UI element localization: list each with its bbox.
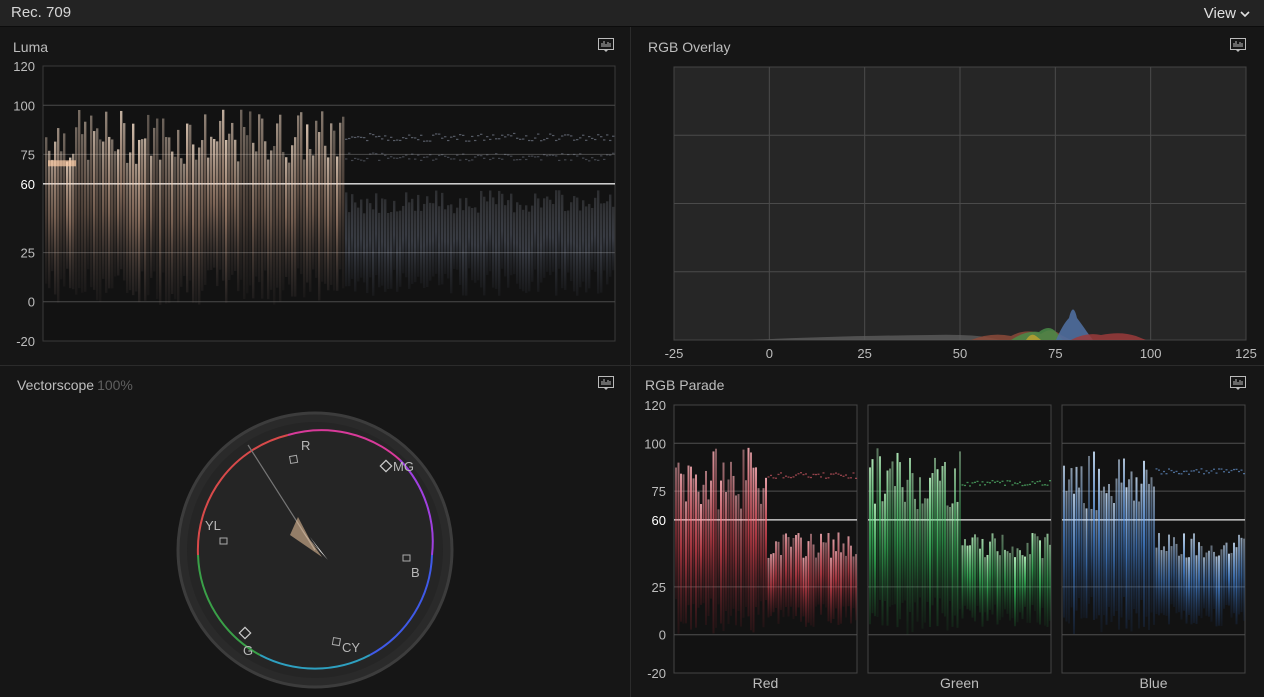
luma-waveform: 120 100 75 60 25 0 -20 [13, 59, 616, 349]
overlay-histogram-traces [751, 309, 1146, 340]
luma-tick-label: 25 [21, 246, 35, 261]
parade-tick-label: 120 [644, 398, 666, 413]
vectorscope-graticule: R MG YL B G CY [176, 411, 454, 689]
parade-tick-label: 100 [644, 436, 666, 451]
vectorscope-trace [290, 517, 328, 560]
parade-channel-label: Red [753, 675, 779, 691]
parade-tick-label: -20 [647, 666, 666, 681]
overlay-tick-label: 75 [1048, 346, 1062, 361]
luma-tick-label: -20 [16, 334, 35, 349]
luma-tick-label: 75 [21, 147, 35, 162]
luma-tick-label: 0 [28, 295, 35, 310]
parade-tick-label: 60 [652, 513, 666, 528]
parade-tick-label: 75 [652, 484, 666, 499]
target-label-cy: CY [342, 640, 360, 655]
scope-settings-icon[interactable] [598, 376, 614, 390]
rgb-overlay-histogram: -25 0 25 50 75 100 125 [665, 66, 1257, 361]
vectorscope-title-row: Vectorscope 100% [17, 377, 133, 393]
target-label-b: B [411, 565, 420, 580]
scope-settings-icon[interactable] [1230, 38, 1246, 52]
scope-settings-icon[interactable] [598, 38, 614, 52]
color-space-label: Rec. 709 [11, 4, 72, 21]
overlay-tick-label: 100 [1140, 346, 1162, 361]
target-label-g: G [243, 643, 253, 658]
luma-title: Luma [13, 39, 49, 55]
overlay-tick-label: 125 [1235, 346, 1257, 361]
view-menu-label: View [1203, 5, 1236, 22]
top-bar: Rec. 709 View [0, 0, 1264, 27]
target-label-yl: YL [205, 518, 221, 533]
overlay-tick-label: 0 [766, 346, 773, 361]
target-label-r: R [301, 438, 310, 453]
panel-divider-vertical [630, 27, 631, 697]
luma-tick-label: 120 [13, 59, 35, 74]
luma-tick-label: 100 [13, 98, 35, 113]
overlay-tick-label: -25 [665, 346, 684, 361]
parade-channel-label: Green [940, 675, 979, 691]
parade-channel-label: Blue [1139, 675, 1167, 691]
luma-tick-label: 60 [21, 177, 35, 192]
view-menu-button[interactable]: View [1204, 5, 1250, 22]
overlay-tick-label: 25 [857, 346, 871, 361]
parade-tick-label: 0 [659, 628, 666, 643]
panel-divider-horizontal [0, 365, 1264, 366]
rgb-parade-title: RGB Parade [645, 377, 725, 393]
scope-settings-icon[interactable] [1230, 376, 1246, 390]
vectorscope-title: Vectorscope [17, 377, 95, 393]
rgb-overlay-title: RGB Overlay [648, 39, 731, 55]
target-label-mg: MG [393, 459, 414, 474]
rgb-parade-waveform: 120 100 75 60 25 0 -20 Red Green Blue [644, 398, 1246, 691]
parade-tick-label: 25 [652, 580, 666, 595]
overlay-tick-label: 50 [953, 346, 967, 361]
chevron-down-icon [1240, 10, 1250, 17]
vectorscope-zoom: 100% [97, 377, 133, 393]
